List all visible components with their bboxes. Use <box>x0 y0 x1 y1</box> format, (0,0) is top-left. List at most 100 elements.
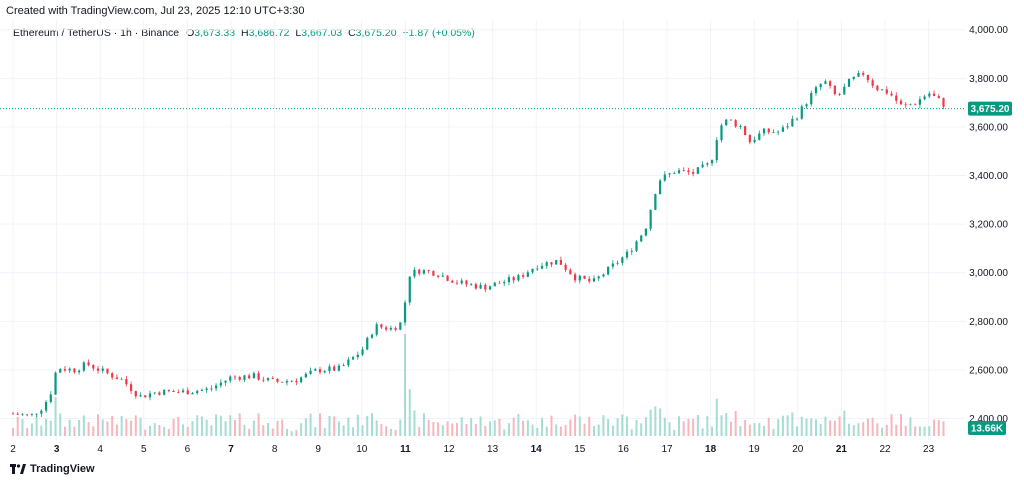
candle-body <box>677 170 681 174</box>
axis-badges: 3,675.20 13.66K <box>968 101 1012 435</box>
volume-bar <box>120 415 123 436</box>
candles <box>11 70 945 418</box>
candle-body <box>715 140 718 161</box>
volume-bar <box>167 429 170 436</box>
candle-body <box>243 375 246 380</box>
volume-bar <box>49 420 52 436</box>
candle-body <box>271 378 274 379</box>
volume-bar <box>455 422 458 436</box>
volume-bar <box>522 420 525 436</box>
candle-body <box>876 85 879 91</box>
volume-bar <box>592 426 595 436</box>
time-tick-label: 23 <box>923 444 935 455</box>
volume-bar <box>748 424 751 436</box>
candle-body <box>852 76 855 79</box>
volume-bar <box>12 428 14 436</box>
candle-body <box>692 171 695 174</box>
candle-body <box>446 275 449 281</box>
candle-body <box>777 131 780 133</box>
price-tick-label: 3,000.00 <box>969 268 1008 279</box>
candle-body <box>125 378 128 385</box>
candle-body <box>389 327 392 330</box>
candle-body <box>370 334 374 338</box>
volume-bar <box>767 417 770 436</box>
volume-bar <box>545 426 548 436</box>
volume-bar <box>729 421 732 436</box>
volume-bar <box>744 420 747 436</box>
candle-body <box>26 414 29 416</box>
volume-bar <box>460 417 463 436</box>
volume-bar <box>493 420 496 436</box>
volume-bar <box>696 415 699 436</box>
volume-label: 13.66K <box>971 424 1004 435</box>
volume-bar <box>512 417 515 436</box>
volume-bar <box>899 414 902 436</box>
candle-body <box>838 94 841 95</box>
candle-body <box>772 132 775 134</box>
volume-bar <box>654 406 657 436</box>
time-tick-label: 3 <box>54 444 60 455</box>
candle-body <box>266 378 270 381</box>
candle-body <box>323 371 326 373</box>
candle-body <box>347 359 350 366</box>
candle-body <box>257 373 260 380</box>
candle-body <box>937 95 940 99</box>
volume-bar <box>687 418 690 436</box>
volume-bar <box>550 415 553 436</box>
candle-body <box>356 354 359 358</box>
candle-body <box>318 369 322 373</box>
candle-body <box>403 302 407 323</box>
candle-body <box>559 259 563 265</box>
tradingview-logo[interactable]: TradingView <box>10 463 95 475</box>
candle-body <box>92 365 95 369</box>
price-tick-label: 2,400.00 <box>969 414 1008 425</box>
volume-bar <box>626 416 629 436</box>
candle-body <box>314 369 317 371</box>
price-axis[interactable]: 2,400.00 2,600.00 2,800.00 3,000.00 3,200.00… <box>969 25 1008 425</box>
volume-bar <box>881 427 884 436</box>
volume-bar <box>531 424 534 436</box>
candle-body <box>167 389 170 391</box>
volume-bar <box>380 423 383 436</box>
volume-bar <box>267 423 270 436</box>
volume-bar <box>706 415 709 436</box>
candle-body <box>144 395 147 398</box>
volume-bar <box>805 418 808 436</box>
candle-body <box>304 373 307 378</box>
time-axis[interactable]: 2 3 4 5 6 7 8 9 10 11 12 13 14 15 16 17 18 19 20 21 22 23 <box>10 444 934 455</box>
volume-bar <box>848 423 851 436</box>
candle-body <box>40 410 43 414</box>
volume-bar <box>408 389 411 436</box>
candle-body <box>148 393 152 398</box>
last-price-badge <box>968 101 1012 116</box>
candle-body <box>333 366 336 371</box>
candle-body <box>158 392 161 395</box>
candle-body <box>696 167 699 174</box>
time-tick-label: 11 <box>400 444 411 455</box>
candle-body <box>215 385 218 389</box>
candle-body <box>413 269 416 277</box>
volume-bar <box>507 423 510 436</box>
candle-body <box>701 164 704 168</box>
volume-bar <box>451 423 454 436</box>
candle-body <box>342 365 345 367</box>
volume-bar <box>876 423 879 436</box>
candle-body <box>63 369 67 371</box>
candle-body <box>493 282 496 287</box>
volume-bar <box>101 419 104 436</box>
candle-body <box>337 365 341 371</box>
candle-body <box>526 272 529 277</box>
volume-bar <box>281 419 284 436</box>
volume-bar <box>422 413 425 436</box>
candle-body <box>196 390 199 394</box>
candle-body <box>229 376 232 381</box>
candle-body <box>78 370 81 373</box>
candle-body <box>191 393 194 395</box>
volume-bar <box>526 420 529 436</box>
candle-body <box>465 280 468 285</box>
volume-bar <box>356 414 359 436</box>
candle-body <box>54 372 57 395</box>
candle-body <box>219 382 222 386</box>
volume-bar <box>182 424 185 436</box>
